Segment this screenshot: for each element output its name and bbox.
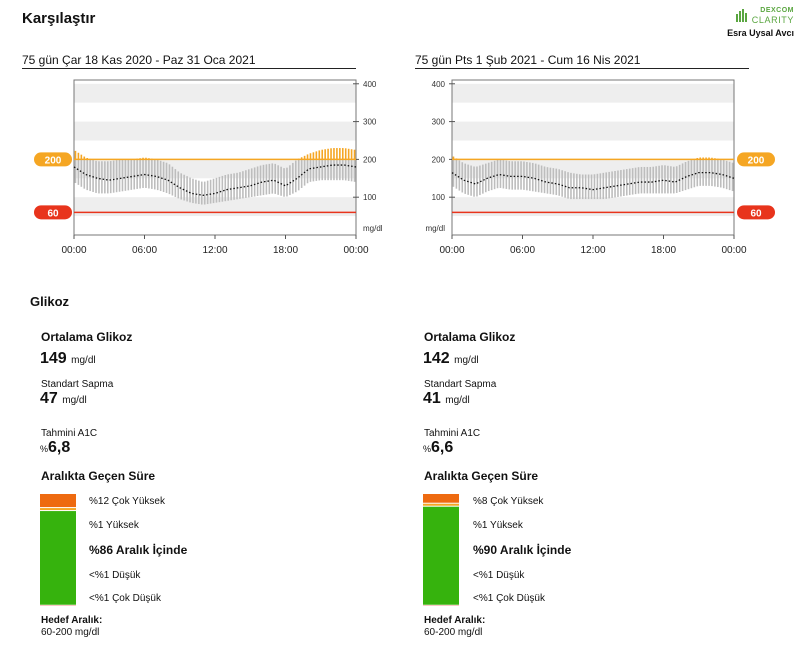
tir-high-label: %1 Yüksek [89, 520, 139, 531]
x-tick-label: 12:00 [580, 245, 605, 256]
page-title: Karşılaştır [22, 10, 96, 27]
avg-glucose-label: Ortalama Glikoz [424, 330, 516, 344]
tir-segment-in-range [423, 506, 459, 605]
sd-label: Standart Sapma [41, 379, 114, 390]
low-threshold-badge-label: 60 [47, 208, 59, 219]
median-line [451, 171, 735, 191]
tir-segment-very-high [40, 494, 76, 508]
tir-in-range-label: %86 Aralık İçinde [89, 543, 188, 557]
sd-label: Standart Sapma [424, 379, 497, 390]
sd-unit: mg/dl [62, 395, 87, 406]
y-unit-label: mg/dl [425, 224, 445, 233]
a1c-label: Tahmini A1C [424, 428, 481, 439]
dexcom-clarity-logo: DEXCOM CLARITY Esra Uysal Avcı [727, 7, 794, 38]
x-tick-label: 00:00 [61, 245, 86, 256]
target-range-value: 60-200 mg/dl [424, 627, 483, 638]
tir-segment-high [423, 503, 459, 506]
tir-segment-high [40, 508, 76, 511]
chart-grid-band [74, 197, 356, 217]
x-tick-label: 18:00 [273, 245, 298, 256]
section-title: Glikoz [30, 294, 70, 309]
x-tick-label: 00:00 [343, 245, 368, 256]
avg-glucose-label: Ortalama Glikoz [41, 330, 133, 344]
avg-glucose: 142 mg/dl [423, 350, 479, 368]
tir-segment-very-high [423, 494, 459, 503]
y-unit-label: mg/dl [363, 224, 383, 233]
tir-title: Aralıkta Geçen Süre [424, 469, 539, 483]
logo-brand: DEXCOM [760, 7, 794, 14]
target-range-value: 60-200 mg/dl [41, 627, 100, 638]
agp-chart-1: 100 200 300 400 mg/dl 00:00 06:00 12:00 18:00 00:… [34, 79, 383, 256]
high-threshold-badge [34, 152, 72, 167]
period-title-2: 75 gün Pts 1 Şub 2021 - Cum 16 Nis 2021 [415, 53, 749, 69]
tir-bar-1 [40, 494, 76, 606]
x-tick-label: 12:00 [202, 245, 227, 256]
y-tick-label: 300 [363, 118, 377, 127]
tir-in-range-label: %90 Aralık İçinde [473, 543, 572, 557]
chart-grid-band [74, 83, 356, 103]
tir-very-low-label: <%1 Çok Düşük [89, 593, 161, 604]
chart-grid-band [74, 121, 356, 141]
avg-glucose: 149 mg/dl [40, 350, 96, 368]
tir-segment-in-range [40, 511, 76, 605]
tir-very-high-label: %8 Çok Yüksek [473, 496, 544, 507]
agp-chart-2: 100 200 300 400 mg/dl 00:00 06:00 12:00 18:00 00:… [425, 79, 775, 256]
sd: 47 mg/dl [40, 390, 87, 408]
tir-very-low-label: <%1 Çok Düşük [473, 593, 545, 604]
low-threshold-badge [34, 205, 72, 220]
a1c-prefix: % [40, 444, 49, 454]
chart-grid-band [452, 83, 734, 103]
target-range-label: Hedef Aralık: [424, 615, 486, 626]
sd-value: 41 [423, 390, 441, 407]
y-tick-label: 400 [363, 80, 377, 89]
sd-unit: mg/dl [445, 395, 470, 406]
high-threshold-badge-label: 200 [45, 155, 62, 166]
a1c-label: Tahmini A1C [41, 428, 98, 439]
target-range-label: Hedef Aralık: [41, 615, 103, 626]
y-tick-label: 100 [432, 193, 446, 202]
tir-title: Aralıkta Geçen Süre [41, 469, 156, 483]
y-tick-label: 400 [432, 80, 446, 89]
tir-high-label: %1 Yüksek [473, 520, 523, 531]
low-threshold-badge [737, 205, 775, 220]
low-threshold-badge-label: 60 [750, 208, 762, 219]
dexcom-bars-icon [735, 9, 747, 22]
logo-product: CLARITY [751, 15, 794, 25]
y-tick-label: 300 [432, 118, 446, 127]
chart-grid-band [452, 159, 734, 179]
chart-grid-band [452, 121, 734, 141]
x-tick-label: 06:00 [132, 245, 157, 256]
avg-glucose-unit: mg/dl [454, 355, 479, 366]
x-tick-label: 18:00 [651, 245, 676, 256]
high-threshold-badge [737, 152, 775, 167]
tir-very-high-label: %12 Çok Yüksek [89, 496, 165, 507]
a1c-prefix: % [423, 444, 432, 454]
a1c: %6,6 [423, 439, 453, 457]
a1c-value: 6,6 [431, 439, 454, 456]
x-tick-label: 06:00 [510, 245, 535, 256]
tir-low-label: <%1 Düşük [473, 570, 525, 581]
period-title-1: 75 gün Çar 18 Kas 2020 - Paz 31 Oca 2021 [22, 53, 356, 69]
x-tick-label: 00:00 [439, 245, 464, 256]
avg-glucose-value: 149 [40, 350, 67, 367]
chart-grid-band [74, 159, 356, 179]
tir-low-label: <%1 Düşük [89, 570, 141, 581]
sd-value: 47 [40, 390, 58, 407]
a1c: %6,8 [40, 439, 70, 457]
avg-glucose-unit: mg/dl [71, 355, 96, 366]
high-threshold-badge-label: 200 [748, 155, 765, 166]
patient-name: Esra Uysal Avcı [727, 28, 794, 38]
y-tick-label: 100 [363, 193, 377, 202]
tir-bar-2 [423, 494, 459, 606]
y-tick-label: 200 [432, 155, 446, 164]
x-tick-label: 00:00 [721, 245, 746, 256]
chart-grid-band [452, 197, 734, 217]
median-line [73, 164, 357, 196]
a1c-value: 6,8 [48, 439, 71, 456]
avg-glucose-value: 142 [423, 350, 450, 367]
sd: 41 mg/dl [423, 390, 470, 408]
y-tick-label: 200 [363, 155, 377, 164]
